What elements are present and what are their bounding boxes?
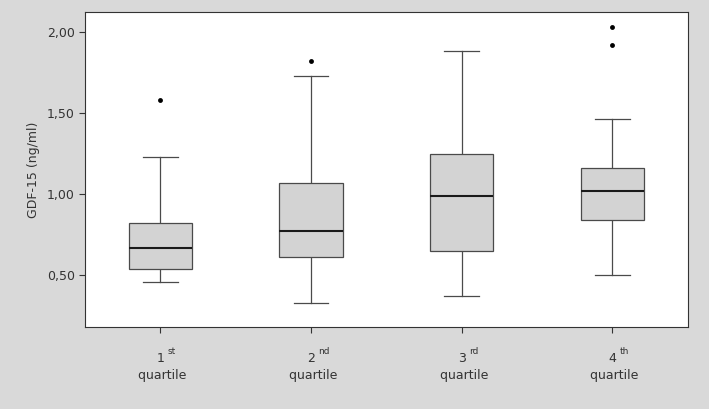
- Text: quartile: quartile: [285, 369, 337, 382]
- Text: 3: 3: [458, 352, 466, 365]
- Text: rd: rd: [469, 347, 478, 356]
- Text: quartile: quartile: [586, 369, 639, 382]
- Text: quartile: quartile: [134, 369, 186, 382]
- Text: nd: nd: [318, 347, 330, 356]
- Text: quartile: quartile: [435, 369, 488, 382]
- FancyBboxPatch shape: [129, 223, 192, 269]
- Text: th: th: [620, 347, 629, 356]
- Text: st: st: [167, 347, 176, 356]
- FancyBboxPatch shape: [430, 153, 493, 251]
- Text: 1: 1: [157, 352, 164, 365]
- Y-axis label: GDF-15 (ng/ml): GDF-15 (ng/ml): [27, 121, 40, 218]
- Text: 4: 4: [608, 352, 616, 365]
- FancyBboxPatch shape: [279, 183, 342, 257]
- FancyBboxPatch shape: [581, 168, 644, 220]
- Text: 2: 2: [307, 352, 315, 365]
